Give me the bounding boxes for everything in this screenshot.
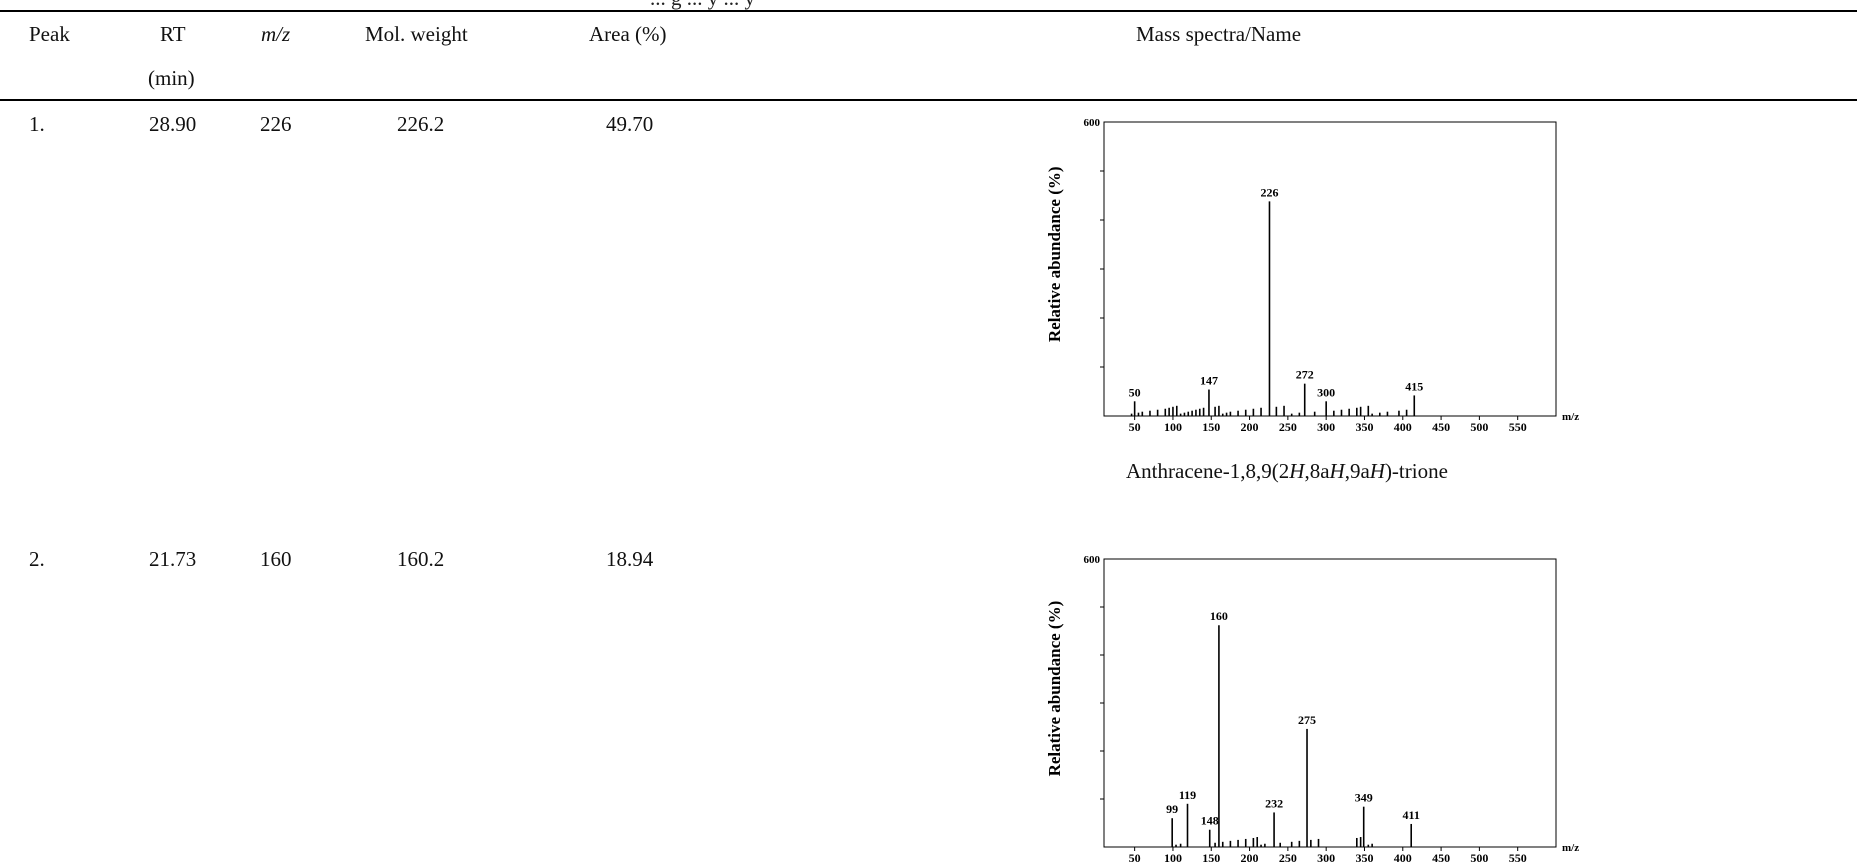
y-axis-label: Relative abundance (%) bbox=[1045, 601, 1064, 777]
y-axis-max-label: 600 bbox=[1084, 554, 1101, 566]
row2-area: 18.94 bbox=[606, 547, 654, 571]
header-rt: RT bbox=[160, 22, 186, 46]
peak-label: 411 bbox=[1403, 808, 1420, 822]
table-caption-fragment: ... g ... y ... y bbox=[650, 0, 755, 11]
x-tick-label: 550 bbox=[1509, 851, 1527, 865]
peak-label: 415 bbox=[1405, 379, 1423, 393]
x-tick-label: 350 bbox=[1355, 420, 1373, 434]
peak-label: 147 bbox=[1200, 374, 1218, 388]
x-axis-label: m/z bbox=[1562, 411, 1579, 423]
header-mass-spectra-name: Mass spectra/Name bbox=[1136, 22, 1302, 46]
x-tick-label: 400 bbox=[1394, 851, 1412, 865]
peak-label: 99 bbox=[1166, 802, 1178, 816]
x-tick-label: 400 bbox=[1394, 420, 1412, 434]
row2-peak: 2. bbox=[29, 547, 45, 571]
row1-mass-spectrum: 600 Relative abundance (%) 50 100 150 200 250 3… bbox=[1045, 117, 1579, 434]
header-mol-weight: Mol. weight bbox=[365, 22, 468, 46]
peak-label: 119 bbox=[1179, 788, 1196, 802]
peak-label: 148 bbox=[1201, 814, 1219, 828]
row1-rt: 28.90 bbox=[149, 112, 197, 136]
header-rt-unit: (min) bbox=[148, 66, 195, 90]
x-tick-label: 500 bbox=[1470, 851, 1488, 865]
x-axis-label: m/z bbox=[1562, 842, 1579, 854]
row1-compound-name: Anthracene-1,8,9(2H,8aH,9aH)-trione bbox=[1126, 459, 1448, 483]
header-peak: Peak bbox=[29, 22, 70, 46]
x-tick-label: 450 bbox=[1432, 420, 1450, 434]
row1-peak: 1. bbox=[29, 112, 45, 136]
peak-label: 349 bbox=[1355, 791, 1373, 805]
row1-area: 49.70 bbox=[606, 112, 654, 136]
x-tick-label: 500 bbox=[1470, 420, 1488, 434]
peak-label: 160 bbox=[1210, 609, 1228, 623]
x-tick-label: 200 bbox=[1241, 420, 1259, 434]
header-area: Area (%) bbox=[589, 22, 667, 46]
row2-mz: 160 bbox=[260, 547, 292, 571]
x-tick-label: 450 bbox=[1432, 851, 1450, 865]
x-tick-label: 350 bbox=[1355, 851, 1373, 865]
x-tick-label: 100 bbox=[1164, 851, 1182, 865]
x-tick-label: 250 bbox=[1279, 851, 1297, 865]
x-tick-label: 250 bbox=[1279, 420, 1297, 434]
x-tick-label: 550 bbox=[1509, 420, 1527, 434]
y-axis-label: Relative abundance (%) bbox=[1045, 166, 1064, 342]
x-tick-label: 300 bbox=[1317, 851, 1335, 865]
x-tick-label: 50 bbox=[1129, 420, 1141, 434]
header-mz: m/z bbox=[261, 22, 291, 46]
row1-mol-weight: 226.2 bbox=[397, 112, 445, 136]
peak-label: 232 bbox=[1265, 796, 1283, 810]
plot-frame bbox=[1103, 121, 1557, 417]
row1-mz: 226 bbox=[260, 112, 292, 136]
x-tick-label: 200 bbox=[1241, 851, 1259, 865]
y-axis-max-label: 600 bbox=[1084, 117, 1101, 129]
peak-label: 300 bbox=[1317, 385, 1335, 399]
x-tick-label: 150 bbox=[1202, 420, 1220, 434]
table-header-rule bbox=[0, 99, 1857, 101]
peak-label: 226 bbox=[1260, 185, 1278, 199]
peak-label: 275 bbox=[1298, 713, 1316, 727]
x-tick-label: 150 bbox=[1202, 851, 1220, 865]
row2-rt: 21.73 bbox=[149, 547, 197, 571]
peak-label: 272 bbox=[1296, 368, 1314, 382]
peak-label: 50 bbox=[1129, 385, 1141, 399]
x-tick-label: 300 bbox=[1317, 420, 1335, 434]
table-top-rule bbox=[0, 10, 1857, 12]
x-tick-label: 100 bbox=[1164, 420, 1182, 434]
row2-mass-spectrum: 600 Relative abundance (%) 50 100 150 200 250 3… bbox=[1045, 554, 1579, 865]
x-tick-label: 50 bbox=[1129, 851, 1141, 865]
row2-mol-weight: 160.2 bbox=[397, 547, 445, 571]
